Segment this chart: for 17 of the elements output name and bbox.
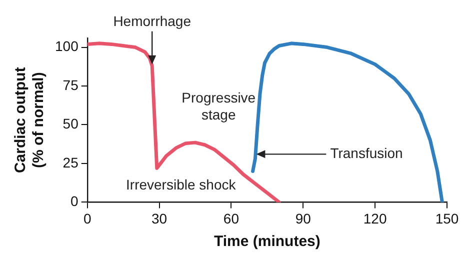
x-tick-label: 90: [295, 210, 312, 226]
x-tick-label: 60: [223, 210, 240, 226]
annotation: Transfusion: [330, 145, 403, 162]
x-tick-label: 120: [363, 210, 387, 226]
y-tick-label: 0: [70, 193, 79, 210]
x-axis-title: Time (minutes): [214, 233, 320, 250]
y-tick-label: 75: [62, 76, 79, 93]
y-tick-label: 100: [55, 38, 79, 54]
annotation: Progressive stage: [182, 89, 256, 122]
annotation: Irreversible shock: [126, 176, 237, 193]
x-tick-label: 0: [83, 210, 92, 226]
annotation: Hemorrhage: [113, 13, 192, 30]
x-tick-label: 150: [435, 210, 459, 226]
y-tick-label: 25: [62, 154, 79, 170]
y-axis-title: Cardiac output (% of normal): [12, 67, 48, 174]
x-tick-label: 30: [152, 210, 168, 226]
y-tick-label: 50: [62, 116, 79, 132]
